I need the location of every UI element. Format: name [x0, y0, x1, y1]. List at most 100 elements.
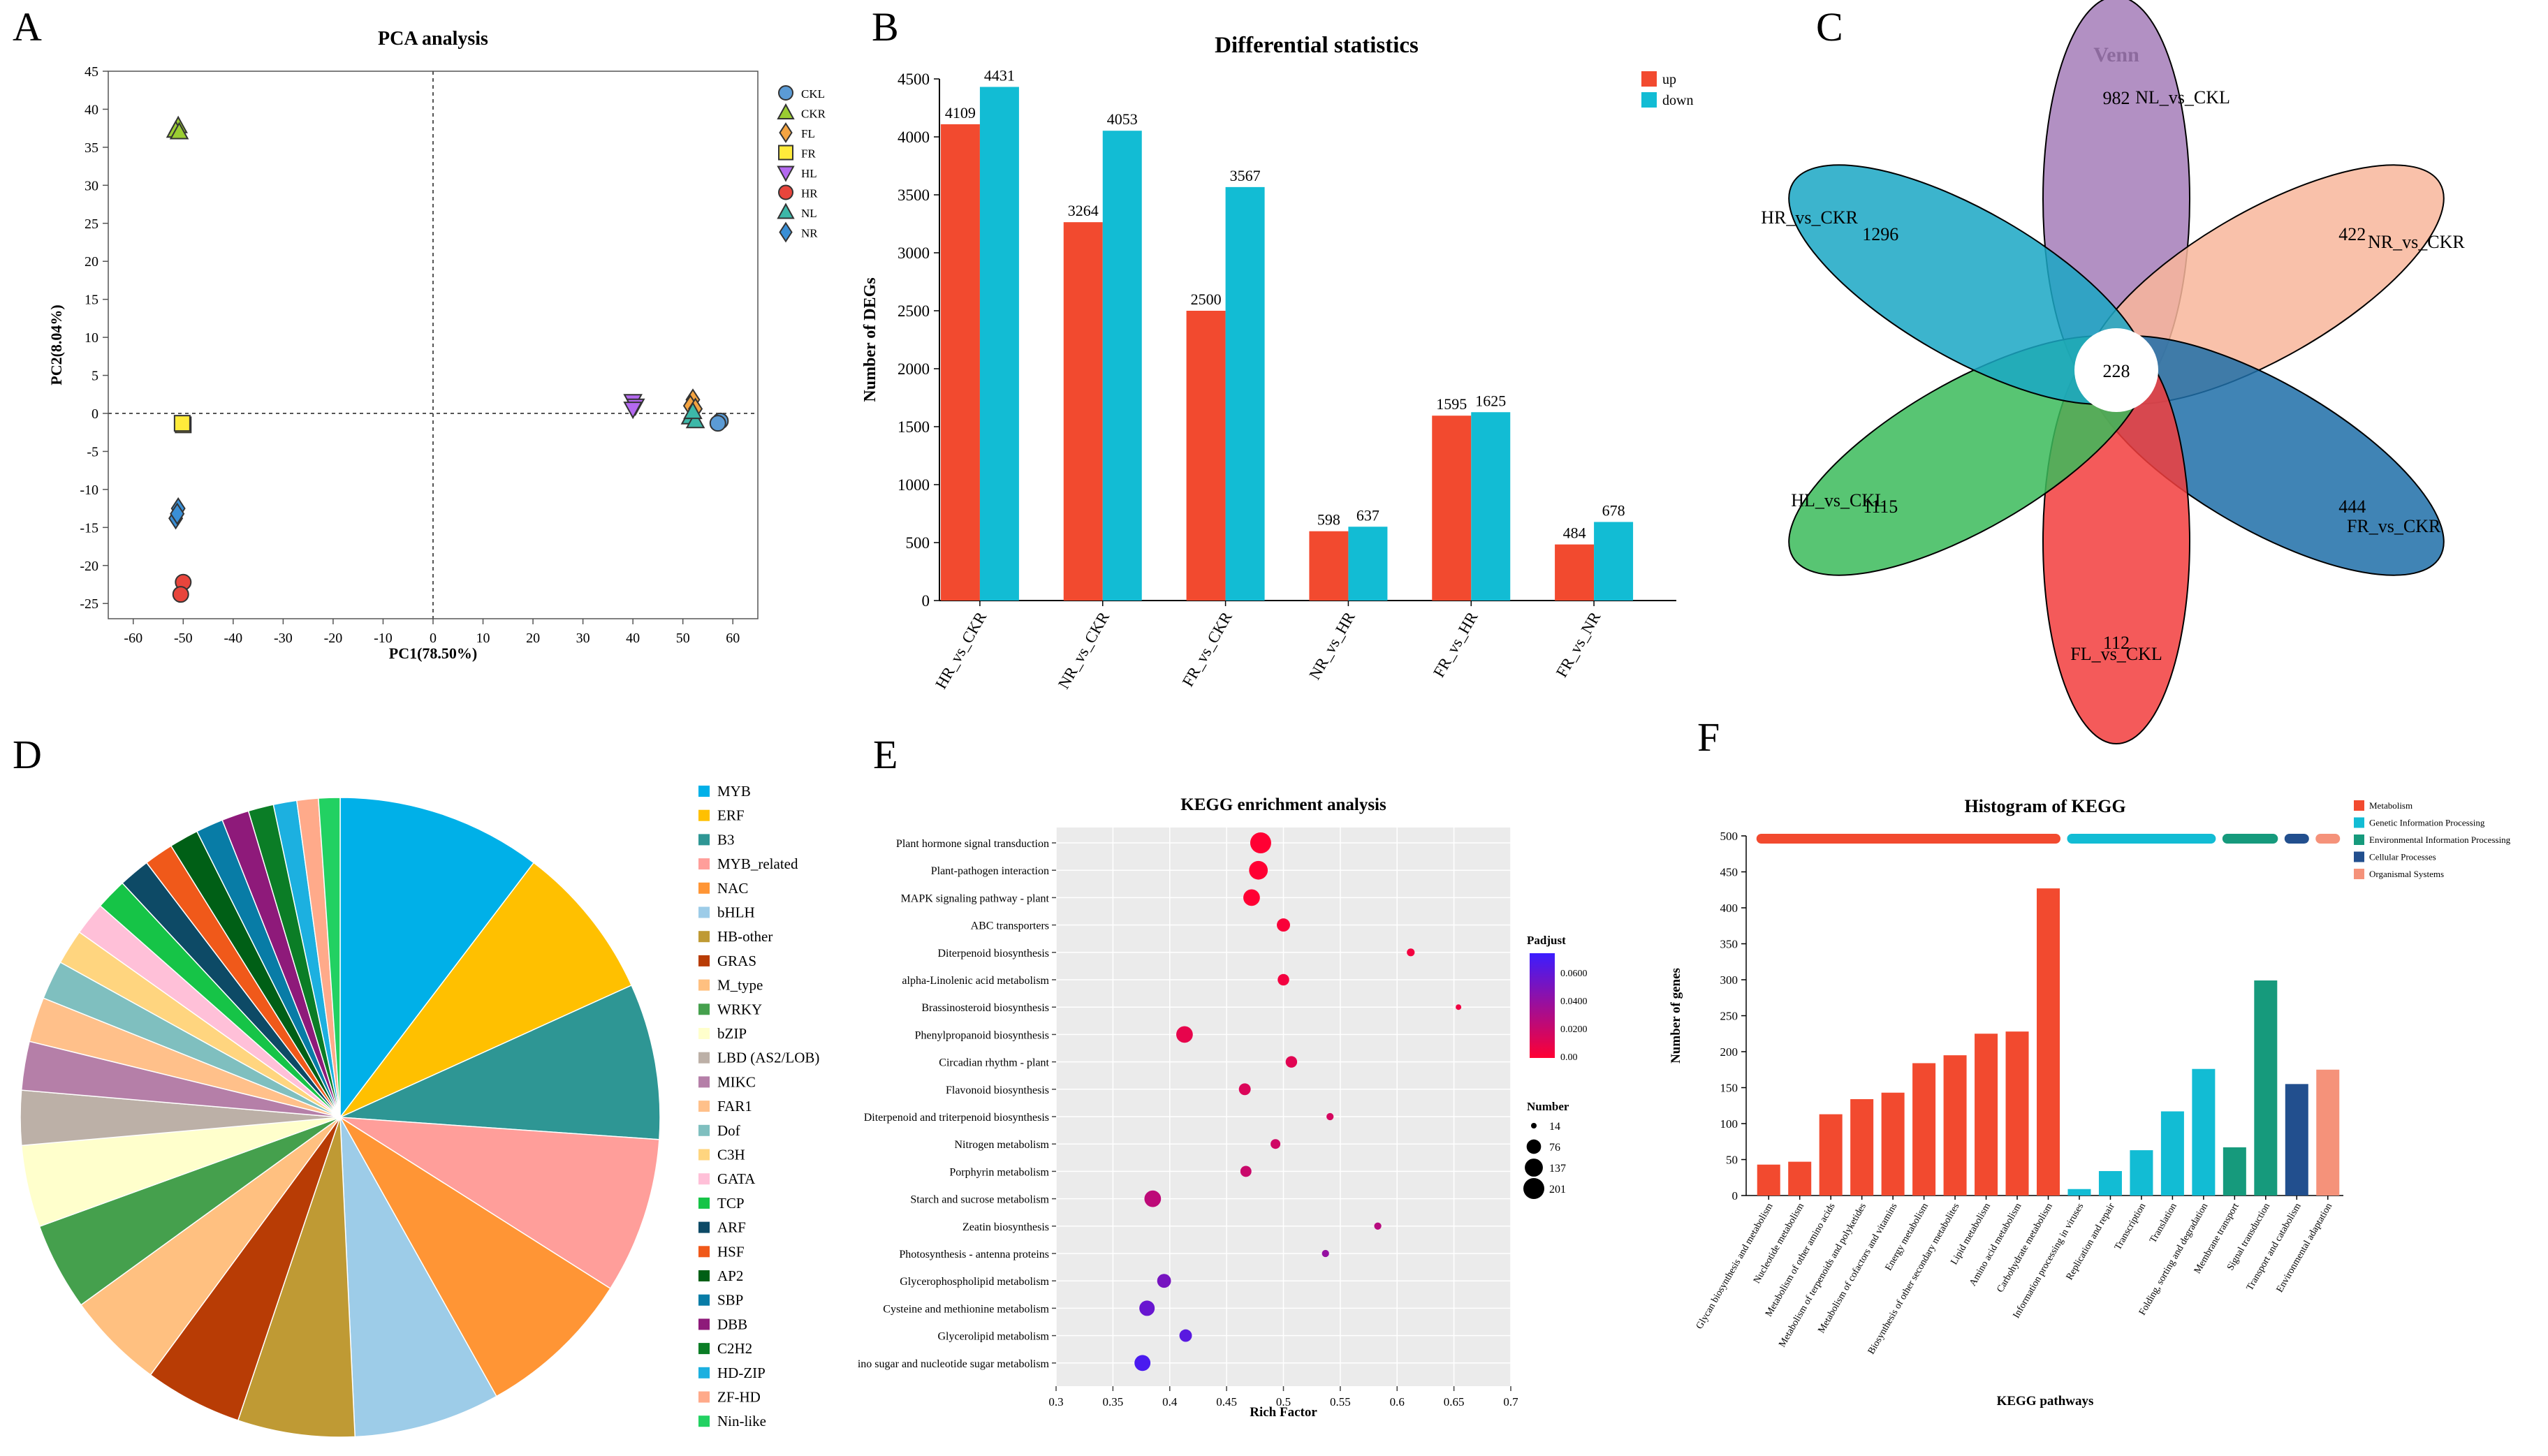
- pie-legend-label: TCP: [717, 1195, 745, 1212]
- pie-legend-swatch: [698, 1028, 710, 1039]
- venn-unique-count: 982: [2103, 88, 2130, 108]
- pca-ytick-label: 35: [85, 140, 98, 156]
- pie-legend-swatch: [698, 1173, 710, 1185]
- deg-bar-value: 4431: [984, 66, 1015, 84]
- deg-bar-down: [1225, 186, 1265, 601]
- pie-legend-label: C3H: [717, 1147, 745, 1163]
- kegg-number-legend-label: 14: [1549, 1121, 1560, 1133]
- pie-legend-label: B3: [717, 831, 735, 848]
- venn-center-count: 228: [2103, 361, 2130, 381]
- deg-legend-label: up: [1662, 72, 1676, 87]
- panel-letter-E: E: [873, 732, 898, 777]
- venn-unique-count: 444: [2338, 497, 2366, 517]
- kegg-hist-ytick-label: 450: [1720, 866, 1738, 879]
- pie-legend-label: HB-other: [717, 928, 773, 945]
- pca-point-FR: [173, 415, 191, 432]
- pca-xtick-label: -50: [174, 631, 193, 646]
- kegg-hist-legend-swatch: [2354, 817, 2364, 828]
- pie-legend-swatch: [698, 1149, 710, 1161]
- tf-pie-chart: MYB ERF B3 MYB_related NAC bHLH HB-other GRAS M_…: [20, 783, 819, 1438]
- kegg-enrich-xtick-label: 0.35: [1103, 1395, 1124, 1409]
- pca-ytick-label: 15: [85, 293, 98, 308]
- kegg-hist-ytick-label: 500: [1720, 830, 1738, 843]
- deg-bar-value: 1625: [1475, 392, 1506, 409]
- kegg-enrich-term-label: Glycerolipid metabolism: [937, 1331, 1049, 1343]
- pca-ytick-label: 45: [85, 64, 98, 80]
- kegg-enrich-term-label: Plant hormone signal transduction: [896, 838, 1049, 850]
- pca-xtick-label: -10: [374, 631, 393, 646]
- pca-point-HL: [623, 402, 643, 420]
- kegg-hist-ytick-label: 300: [1720, 973, 1738, 987]
- venn-unique-count: 1115: [1863, 497, 1898, 517]
- pca-point-CKL: [709, 415, 726, 432]
- kegg-enrich-term-label: Nitrogen metabolism: [954, 1139, 1049, 1151]
- pie-legend-label: C2H2: [717, 1340, 752, 1357]
- pie-legend-label: LBD (AS2/LOB): [717, 1050, 819, 1066]
- pca-legend-marker-HL: [777, 166, 795, 182]
- pie-legend-label: NAC: [717, 880, 748, 897]
- kegg-enrich-term-label: Flavonoid biosynthesis: [946, 1084, 1049, 1096]
- deg-ytick-label: 4500: [898, 71, 930, 88]
- panel-letter-A: A: [13, 4, 42, 50]
- pie-legend-swatch: [698, 1124, 710, 1136]
- pie-legend-swatch: [698, 1391, 710, 1403]
- deg-ytick-label: 500: [906, 534, 930, 552]
- kegg-enrich-bubble: [1157, 1274, 1171, 1288]
- pca-legend-label: FR: [801, 147, 816, 161]
- deg-category-label: FR_vs_CKR: [1179, 608, 1236, 689]
- kegg-enrich-bubble: [1271, 1139, 1281, 1149]
- pie-slice-ERF: [339, 862, 633, 1118]
- pie-legend-label: bHLH: [717, 904, 755, 921]
- kegg-enrich-bubble: [1238, 1083, 1251, 1096]
- kegg-enrich-xlabel: Rich Factor: [1250, 1405, 1317, 1420]
- kegg-hist-legend-label: Organismal Systems: [2369, 869, 2444, 879]
- deg-legend-swatch-down: [1641, 92, 1657, 108]
- pca-legend-label: HR: [801, 187, 818, 200]
- pca-ytick-label: 5: [91, 369, 98, 384]
- kegg-enrich-bubble: [1134, 1355, 1151, 1372]
- pca-legend-label: CKL: [801, 87, 825, 101]
- deg-bar-chart: Differential statistics 0 500 1000 1500 2000 2…: [861, 33, 1693, 692]
- kegg-hist-bar: [1943, 1055, 1967, 1196]
- pca-xlabel: PC1(78.50%): [389, 645, 477, 662]
- kegg-hist-legend-label: Environmental Information Processing: [2369, 834, 2511, 845]
- kegg-enrich-term-label: Cysteine and methionine metabolism: [883, 1303, 1049, 1315]
- pca-legend-label: NR: [801, 227, 818, 240]
- kegg-enrich-bubble: [1250, 832, 1271, 853]
- pie-legend-swatch: [698, 1270, 710, 1281]
- pca-point-NR: [170, 502, 185, 525]
- kegg-hist-ytick-label: 100: [1720, 1117, 1738, 1131]
- kegg-hist-legend-swatch: [2354, 851, 2364, 862]
- pie-legend-swatch: [698, 1415, 710, 1427]
- pie-legend-label: SBP: [717, 1292, 743, 1309]
- kegg-enrich-bubble: [1277, 918, 1290, 932]
- kegg-hist-bar: [2130, 1150, 2153, 1196]
- kegg-enrich-bubble: [1249, 860, 1268, 880]
- deg-ytick-label: 3000: [898, 244, 930, 262]
- kegg-hist-bar: [1975, 1034, 1998, 1196]
- pie-slice-Nin-like: [318, 797, 341, 1118]
- pie-legend-swatch: [698, 882, 710, 894]
- pie-slice-MYB_related: [339, 1117, 660, 1290]
- pie-legend-swatch: [698, 809, 710, 821]
- kegg-enrich-bubble: [1407, 948, 1415, 957]
- kegg-padjust-title: Padjust: [1527, 934, 1566, 947]
- kegg-enrich-xtick-label: 0.65: [1444, 1395, 1465, 1409]
- pca-xtick-label: 0: [430, 631, 437, 646]
- pca-ytick-label: -20: [80, 559, 98, 574]
- kegg-hist-ytick-label: 150: [1720, 1082, 1738, 1095]
- deg-bar-value: 4053: [1107, 110, 1138, 128]
- pie-legend-label: Nin-like: [717, 1413, 766, 1429]
- deg-ytick-label: 3500: [898, 186, 930, 204]
- kegg-number-legend-dot: [1523, 1178, 1544, 1199]
- pie-legend-label: ZF-HD: [717, 1389, 761, 1406]
- pie-slice-HB-other: [237, 1117, 356, 1438]
- kegg-hist-bar: [2285, 1084, 2308, 1196]
- kegg-hist-bar: [1788, 1161, 1812, 1196]
- pca-xtick-label: 50: [676, 631, 690, 646]
- pca-point-NL: [683, 402, 703, 420]
- pca-point-NL: [685, 411, 705, 429]
- deg-category-label: NR_vs_HR: [1305, 608, 1359, 682]
- deg-bar-value: 678: [1602, 501, 1625, 519]
- venn-set-label: FL_vs_CKL: [2070, 644, 2162, 664]
